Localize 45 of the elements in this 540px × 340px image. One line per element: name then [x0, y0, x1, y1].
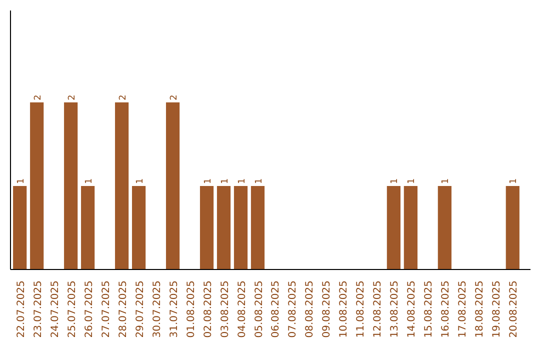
x-tick-label: 04.08.2025 — [236, 280, 248, 338]
x-tick-label: 30.07.2025 — [152, 280, 163, 338]
data-label: 1 — [220, 178, 230, 184]
data-label: 1 — [509, 178, 520, 184]
x-tick-label: 24.07.2025 — [50, 280, 61, 338]
data-label: 1 — [390, 178, 400, 184]
x-tick-label: 20.08.2025 — [508, 280, 520, 338]
x-tick-label: 25.07.2025 — [66, 280, 78, 338]
x-tick-label: 16.08.2025 — [440, 280, 452, 338]
data-label: 2 — [169, 94, 180, 100]
data-label: 1 — [135, 178, 146, 184]
x-tick-label: 11.08.2025 — [356, 280, 367, 338]
x-tick-label: 10.08.2025 — [338, 280, 350, 338]
data-label: 1 — [237, 178, 248, 184]
x-tick-label: 23.07.2025 — [32, 280, 44, 338]
data-label: 1 — [407, 178, 418, 184]
x-tick-label: 06.08.2025 — [270, 280, 282, 338]
x-tick-label: 08.08.2025 — [304, 280, 316, 338]
x-tick-label: 27.07.2025 — [100, 280, 112, 338]
x-tick-label: 15.08.2025 — [424, 280, 435, 338]
x-tick-label: 26.07.2025 — [84, 280, 95, 338]
data-label: 1 — [441, 178, 452, 184]
x-tick-label: 22.07.2025 — [16, 280, 27, 338]
x-tick-label: 13.08.2025 — [390, 280, 401, 338]
x-tick-label: 19.08.2025 — [492, 280, 503, 338]
x-tick-label: 09.08.2025 — [322, 280, 333, 338]
x-tick-label: 29.07.2025 — [134, 280, 146, 338]
data-label: 1 — [254, 178, 264, 184]
x-tick-label: 14.08.2025 — [406, 280, 418, 338]
data-label: 2 — [33, 94, 44, 100]
data-label: 1 — [16, 178, 26, 184]
x-tick-label: 18.08.2025 — [474, 280, 486, 338]
x-tick-label: 03.08.2025 — [220, 280, 231, 338]
data-label: 1 — [203, 178, 214, 184]
x-tick-label: 05.08.2025 — [254, 280, 265, 338]
data-label: 1 — [84, 178, 94, 184]
x-tick-label: 01.08.2025 — [186, 280, 197, 338]
x-tick-label: 28.07.2025 — [118, 280, 129, 338]
x-tick-label: 12.08.2025 — [372, 280, 384, 338]
x-tick-label: 17.08.2025 — [458, 280, 469, 338]
data-label: 2 — [118, 94, 128, 100]
x-tick-label: 31.07.2025 — [168, 280, 180, 338]
data-label: 2 — [67, 94, 78, 100]
x-tick-label: 02.08.2025 — [202, 280, 214, 338]
x-tick-label: 07.08.2025 — [288, 280, 299, 338]
